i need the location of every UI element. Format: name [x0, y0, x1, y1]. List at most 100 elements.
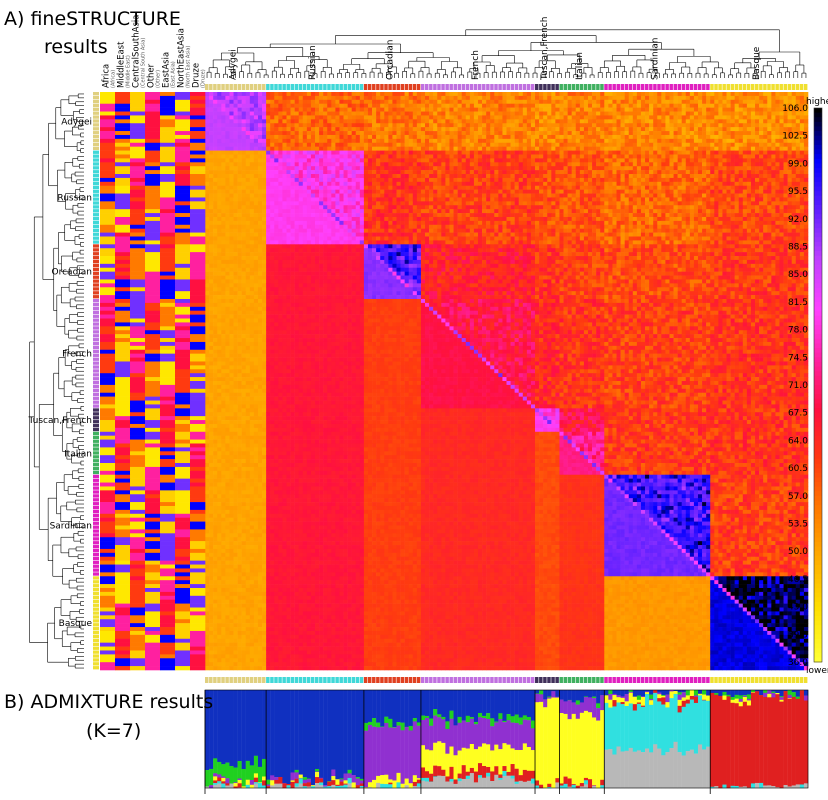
- heatmap-cell: [343, 205, 348, 210]
- heatmap-cell: [306, 115, 312, 120]
- heatmap-cell: [449, 103, 454, 108]
- heatmap-cell: [363, 224, 369, 229]
- heatmap-cell: [274, 154, 279, 159]
- heatmap-cell: [376, 154, 381, 159]
- heatmap-cell: [310, 111, 316, 116]
- heatmap-cell: [571, 95, 577, 101]
- heatmap-cell: [286, 185, 291, 190]
- heatmap-cell: [310, 115, 316, 120]
- heatmap-cell: [612, 99, 617, 105]
- heatmap-cell: [429, 177, 434, 183]
- heatmap-cell: [461, 95, 467, 101]
- heatmap-cell: [469, 111, 475, 116]
- heatmap-cell: [253, 111, 259, 116]
- heatmap-cell: [351, 209, 357, 214]
- heatmap-cell: [339, 158, 344, 163]
- heatmap-cell: [579, 99, 585, 105]
- heatmap-cell: [510, 95, 515, 101]
- heatmap-cell: [286, 216, 291, 222]
- heatmap-cell: [551, 134, 556, 140]
- heatmap-cell: [323, 107, 328, 112]
- heatmap-cell: [388, 166, 393, 171]
- heatmap-cell: [249, 166, 255, 171]
- heatmap-cell: [559, 127, 564, 132]
- heatmap-cell: [270, 240, 275, 245]
- heatmap-cell: [759, 92, 764, 97]
- heatmap-cell: [205, 240, 210, 245]
- heatmap-cell: [262, 134, 267, 140]
- heatmap-cell: [302, 166, 308, 171]
- heatmap-cell: [514, 127, 520, 132]
- heatmap-cell: [628, 107, 634, 112]
- heatmap-cell: [730, 146, 735, 151]
- heatmap-cell: [302, 220, 308, 226]
- heatmap-cell: [636, 95, 642, 101]
- heatmap-cell: [278, 185, 283, 190]
- heatmap-cell: [653, 131, 658, 136]
- heatmap-cell: [669, 123, 674, 128]
- heatmap-cell: [755, 103, 760, 108]
- heatmap-cell: [278, 166, 283, 171]
- heatmap-cell: [396, 138, 401, 144]
- heatmap-cell: [384, 162, 389, 167]
- heatmap-cell: [579, 107, 585, 112]
- heatmap-cell: [665, 103, 670, 108]
- heatmap-cell: [351, 177, 357, 183]
- heatmap-cell: [286, 92, 291, 97]
- heatmap-cell: [237, 228, 242, 233]
- strip-cell: [93, 146, 99, 150]
- heatmap-cell: [755, 92, 760, 97]
- heatmap-cell: [612, 142, 617, 147]
- heatmap-cell: [209, 158, 214, 163]
- heatmap-cell: [636, 123, 642, 128]
- heatmap-cell: [693, 107, 699, 112]
- heatmap-cell: [355, 134, 361, 140]
- heatmap-cell: [742, 127, 748, 132]
- heatmap-cell: [433, 95, 438, 101]
- heatmap-cell: [750, 131, 756, 136]
- strip-cell: [93, 607, 99, 611]
- donor-column-sublabel: (Middle East): [125, 55, 131, 88]
- heatmap-cell: [604, 146, 609, 151]
- heatmap-cell: [592, 115, 597, 120]
- heatmap-cell: [286, 103, 291, 108]
- heatmap-cell: [482, 107, 487, 112]
- heatmap-cell: [372, 142, 377, 147]
- heatmap-cell: [274, 146, 279, 151]
- heatmap-cell: [763, 127, 768, 132]
- heatmap-cell: [539, 131, 544, 136]
- heatmap-cell: [477, 154, 483, 159]
- heatmap-cell: [209, 177, 214, 183]
- strip-cell: [93, 263, 99, 268]
- heatmap-cell: [384, 193, 389, 198]
- heatmap-cell: [632, 115, 638, 120]
- heatmap-cell: [380, 127, 385, 132]
- heatmap-cell: [376, 240, 381, 245]
- heatmap-cell: [596, 134, 601, 140]
- heatmap-cell: [677, 107, 682, 112]
- heatmap-cell: [209, 201, 214, 206]
- heatmap-cell: [400, 232, 405, 237]
- heatmap-cell: [567, 134, 572, 140]
- heatmap-cell: [640, 123, 646, 128]
- heatmap-cell: [229, 220, 234, 226]
- heatmap-cell: [384, 134, 389, 140]
- population-row-label: Russian: [57, 193, 92, 203]
- heatmap-cell: [579, 131, 585, 136]
- heatmap-cell: [697, 142, 703, 147]
- heatmap-cell: [477, 119, 483, 124]
- heatmap-cell: [437, 189, 442, 194]
- heatmap-cell: [400, 115, 405, 120]
- heatmap-cell: [494, 111, 499, 116]
- heatmap-cell: [571, 115, 577, 120]
- heatmap-cell: [372, 232, 377, 237]
- heatmap-cell: [514, 107, 520, 112]
- heatmap-cell: [282, 154, 287, 159]
- heatmap-cell: [530, 146, 536, 151]
- heatmap-cell: [355, 99, 361, 105]
- heatmap-cell: [262, 123, 267, 128]
- heatmap-cell: [596, 142, 601, 147]
- heatmap-cell: [396, 185, 401, 190]
- heatmap-cell: [225, 209, 230, 214]
- heatmap-cell: [412, 154, 418, 159]
